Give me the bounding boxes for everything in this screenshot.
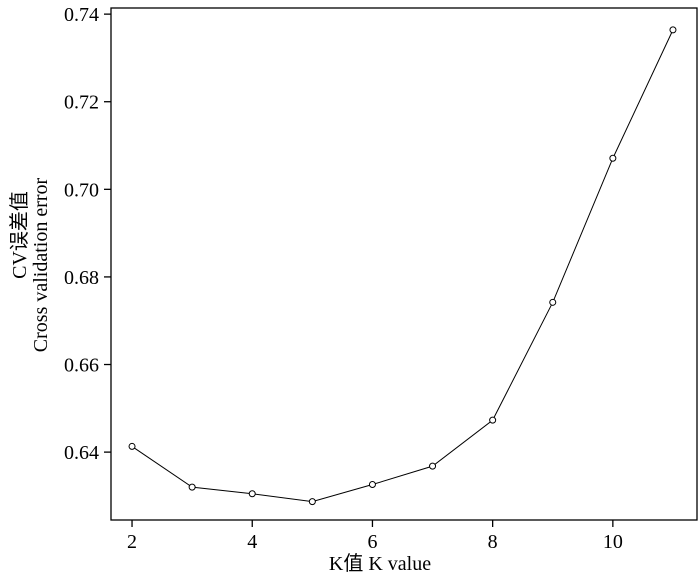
point <box>188 483 196 491</box>
y-tick-label: 0.66 <box>64 355 99 377</box>
x-axis-label: K值 K value <box>329 552 431 575</box>
point <box>128 442 136 450</box>
y-tick-label: 0.74 <box>64 4 99 26</box>
x-tick-label: 10 <box>603 531 623 553</box>
plot-frame <box>110 7 698 521</box>
point <box>368 481 376 489</box>
x-tick-label: 2 <box>127 531 137 553</box>
point <box>429 462 437 470</box>
y-axis-label: Cross validation error <box>30 177 52 352</box>
point <box>248 490 256 498</box>
point <box>609 154 617 162</box>
y-tick-label: 0.68 <box>64 267 99 289</box>
line <box>131 29 674 503</box>
y-axis-label: CV误差值 <box>8 191 31 279</box>
y-tick-label: 0.72 <box>64 92 99 114</box>
point <box>549 298 557 306</box>
y-tick-label: 0.64 <box>64 442 99 464</box>
point <box>669 26 677 34</box>
point <box>308 498 316 506</box>
point <box>489 416 497 424</box>
y-tick-label: 0.70 <box>64 179 99 201</box>
x-tick-label: 6 <box>367 531 377 553</box>
x-tick-label: 4 <box>247 531 257 553</box>
x-tick-label: 8 <box>488 531 498 553</box>
